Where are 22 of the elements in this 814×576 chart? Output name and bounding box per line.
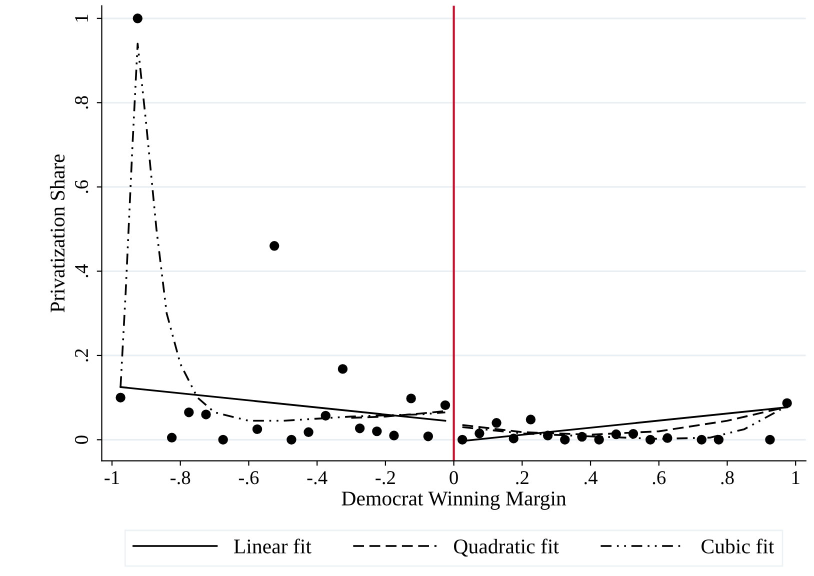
x-tick-label: -.4 [307, 471, 328, 484]
x-tick-label: .8 [721, 471, 734, 484]
y-tick-label: .6 [75, 180, 88, 193]
x-tick-label: 0 [450, 471, 458, 484]
x-tick-label: .2 [516, 471, 528, 484]
x-tick-label: -.2 [376, 471, 395, 484]
x-tick-label: .4 [584, 471, 598, 484]
x-tick-label: .6 [652, 471, 666, 484]
x-tick-label: -.6 [238, 471, 259, 484]
x-tick-label: 1 [792, 471, 800, 484]
x-tick-label: -.8 [170, 471, 190, 484]
x-tick-label: -1 [104, 471, 119, 484]
legend-label: Linear fit [234, 538, 312, 554]
y-tick-label: .2 [75, 349, 88, 362]
y-axis-title: Privatization Share [50, 154, 65, 312]
y-tick-label: 1 [75, 14, 88, 22]
y-tick-label: .4 [75, 264, 88, 278]
y-tick-label: .8 [74, 96, 88, 109]
y-tick-label: 0 [74, 436, 88, 444]
legend-label: Cubic fit [702, 538, 774, 554]
legend-label: Quadratic fit [454, 538, 559, 557]
x-axis-title: Democrat Winning Margin [342, 492, 566, 510]
